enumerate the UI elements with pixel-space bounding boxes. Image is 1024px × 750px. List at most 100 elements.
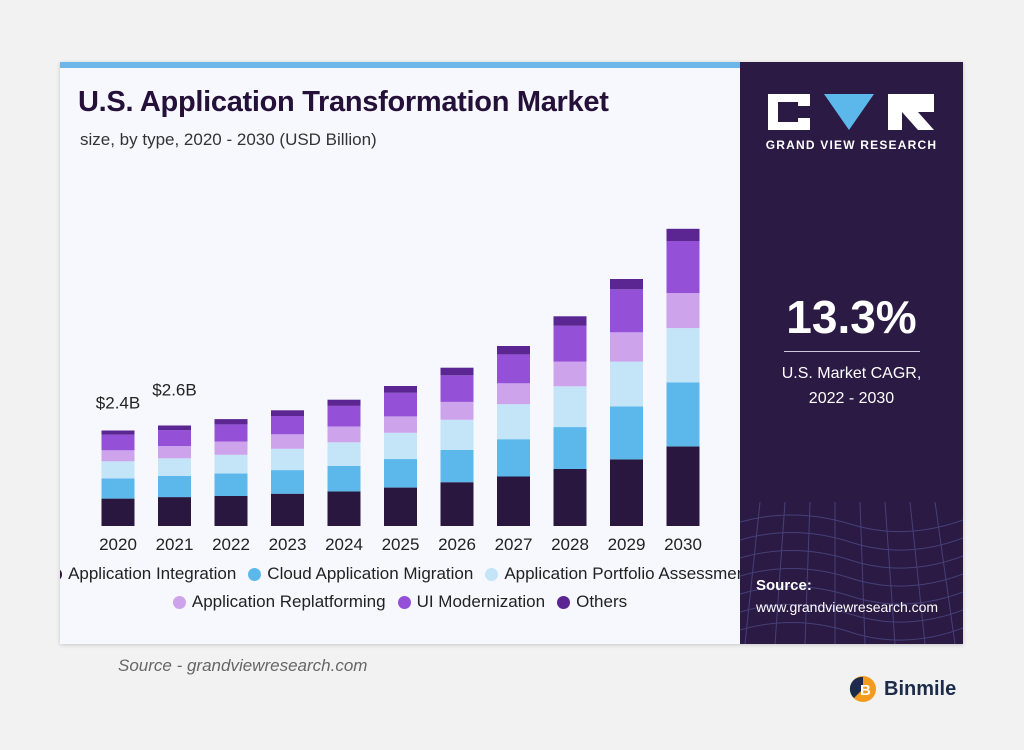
bar-segment <box>553 468 587 526</box>
x-tick-label: 2025 <box>382 535 420 554</box>
legend-swatch <box>485 567 499 581</box>
bar-segment <box>271 410 304 416</box>
bar-segment <box>553 325 587 362</box>
x-tick-label: 2024 <box>325 535 363 554</box>
source-title: Source: <box>756 577 812 594</box>
legend-swatch <box>397 595 411 609</box>
bar-segment <box>327 405 361 427</box>
bar-segment <box>497 354 530 384</box>
legend-label: Cloud Application Migration <box>267 564 474 583</box>
bar-segment <box>497 476 530 526</box>
bar-segment <box>666 446 700 526</box>
bar-segment <box>271 493 304 526</box>
grand-view-research-logo <box>768 94 934 130</box>
bar-segment <box>440 419 474 450</box>
bar-segment <box>497 346 530 355</box>
source-caption: Source - grandviewresearch.com <box>118 656 368 675</box>
data-label: $2.4B <box>96 394 140 413</box>
infographic-card: 2020 2021 2022 2023 2024 2025 2026 2027 2028 2029… <box>60 62 963 644</box>
bar-segment <box>101 430 135 435</box>
bar-segment <box>384 487 417 526</box>
x-tick-label: 2026 <box>438 535 476 554</box>
bar-segment <box>497 439 530 477</box>
x-tick-label: 2023 <box>269 535 307 554</box>
x-tick-label: 2030 <box>664 535 702 554</box>
bar-segment <box>610 361 643 407</box>
bar-segment <box>384 459 417 488</box>
legend-label: Others <box>576 592 628 611</box>
bar-segment <box>101 461 135 479</box>
cagr-label-line: 2022 - 2030 <box>808 390 895 407</box>
bar-segment <box>610 459 643 526</box>
x-tick-label: 2028 <box>551 535 589 554</box>
bar-segment <box>610 406 643 460</box>
bar-segment <box>384 432 417 460</box>
x-tick-label: 2022 <box>212 535 250 554</box>
wave-mesh-decoration <box>740 502 963 644</box>
bar-segment <box>158 497 191 526</box>
x-tick-label: 2027 <box>495 535 533 554</box>
bar-segment <box>327 442 361 466</box>
bar-segment <box>440 401 474 420</box>
bar-segment <box>553 316 587 326</box>
bar-segment <box>666 241 700 294</box>
bar-segment <box>553 386 587 427</box>
bar-segment <box>610 289 643 333</box>
x-tick-label: 2029 <box>608 535 646 554</box>
legend-swatch <box>60 567 63 581</box>
legend-swatch <box>557 595 571 609</box>
chart-legend: Application Integration Cloud Application… <box>60 564 751 620</box>
binmile-brand: B Binmile <box>848 674 956 704</box>
top-accent-rule <box>60 62 740 68</box>
bar-segment <box>666 293 700 329</box>
bar-segment <box>327 399 361 406</box>
bar-segment <box>214 473 248 496</box>
bar-segment <box>214 441 248 455</box>
bar-segment <box>553 361 587 387</box>
legend-label: UI Modernization <box>416 592 546 611</box>
bar-segment <box>158 430 191 447</box>
bar-segment <box>610 332 643 362</box>
bar-segment <box>271 434 304 449</box>
legend-swatch <box>172 595 186 609</box>
divider <box>784 351 920 352</box>
bar-segment <box>214 424 248 442</box>
bar-segment <box>497 404 530 440</box>
stacked-bar-chart: 2020 2021 2022 2023 2024 2025 2026 2027 2028 2029… <box>96 228 702 554</box>
bar-segment <box>214 495 248 526</box>
chart-panel: 2020 2021 2022 2023 2024 2025 2026 2027 2028 2029… <box>60 68 740 644</box>
bar-segment <box>271 470 304 494</box>
bar-segment <box>214 454 248 474</box>
bar-segment <box>101 434 135 451</box>
legend-label: Application Integration <box>68 564 237 583</box>
summary-panel: GRAND VIEW RESEARCH 13.3% U.S. Market CA… <box>740 62 963 644</box>
legend-swatch <box>248 567 262 581</box>
legend-row: Application Integration Cloud Application… <box>60 564 751 584</box>
bar-segment <box>553 427 587 469</box>
bar-segment <box>158 446 191 459</box>
bar-segment <box>271 448 304 471</box>
bar-segment <box>440 449 474 483</box>
legend-item: Application Integration <box>60 564 236 584</box>
legend-item: Others <box>557 592 627 612</box>
chart-subtitle: size, by type, 2020 - 2030 (USD Billion) <box>80 130 377 149</box>
bar-segment <box>101 498 135 526</box>
legend-item: UI Modernization <box>397 592 546 612</box>
chart-title: U.S. Application Transformation Market <box>78 86 609 118</box>
bar-segment <box>497 383 530 405</box>
brand-name: GRAND VIEW RESEARCH <box>765 138 938 152</box>
bar-segment <box>158 425 191 431</box>
bar-segment <box>666 228 700 241</box>
cagr-label-line: U.S. Market CAGR, <box>781 365 922 382</box>
legend-label: Application Portfolio Assessment <box>504 564 751 583</box>
legend-item: Application Replatforming <box>172 592 386 612</box>
bar-segment <box>101 478 135 499</box>
bar-segment <box>158 458 191 476</box>
legend-row: Application Replatforming UI Modernizatio… <box>60 592 740 612</box>
bar-segment <box>384 416 417 433</box>
bar-segment <box>666 382 700 447</box>
bar-segment <box>666 328 700 383</box>
bar-segment <box>440 367 474 376</box>
bar-segment <box>158 475 191 498</box>
legend-item: Application Portfolio Assessment <box>485 564 751 584</box>
